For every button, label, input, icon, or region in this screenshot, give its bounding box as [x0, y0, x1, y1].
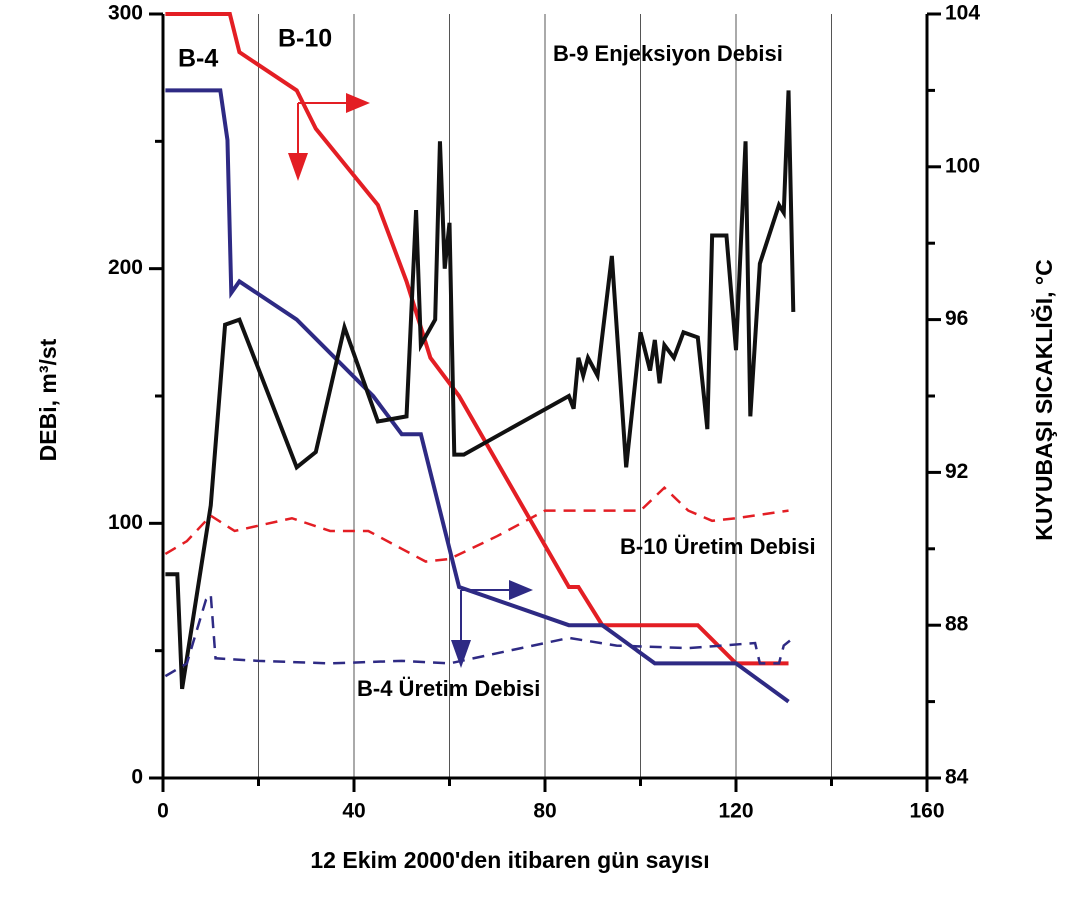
y2-tick-label: 100 — [945, 154, 980, 177]
x-tick-label: 40 — [342, 800, 365, 823]
x-tick-label: 80 — [533, 800, 556, 823]
x-tick-label: 0 — [157, 800, 169, 823]
y-tick-label: 100 — [108, 511, 143, 534]
y2-tick-label: 96 — [945, 307, 968, 330]
series-label: B-9 Enjeksiyon Debisi — [553, 41, 783, 66]
y2-tick-label: 84 — [945, 766, 969, 789]
y-tick-label: 300 — [108, 2, 143, 25]
y2-tick-label: 104 — [945, 2, 980, 25]
series-line — [164, 485, 789, 563]
y-axis-label: DEBi, m³/st — [35, 338, 61, 461]
series-label: B-10 Üretim Debisi — [620, 534, 816, 559]
arrow-head — [451, 640, 471, 668]
y-tick-label: 0 — [131, 766, 143, 789]
series-label: B-4 Üretim Debisi — [357, 676, 540, 701]
series-line — [165, 88, 790, 704]
x-tick-label: 160 — [909, 800, 944, 823]
arrow-head — [346, 93, 370, 113]
y2-axis-label: KUYUBAŞI SICAKLIĞI, °C — [1030, 259, 1057, 540]
arrow-head — [288, 153, 308, 181]
y-tick-label: 200 — [108, 256, 143, 279]
series-label: B-10 — [278, 25, 332, 53]
series-line — [164, 591, 795, 678]
x-tick-label: 120 — [718, 800, 753, 823]
arrow-head — [509, 580, 533, 600]
series-line — [165, 90, 796, 690]
x-axis-label: 12 Ekim 2000'den itibaren gün sayısı — [310, 847, 709, 873]
series-line — [165, 12, 789, 666]
series-label: B-4 — [178, 45, 218, 73]
y2-tick-label: 92 — [945, 460, 968, 483]
y2-tick-label: 88 — [945, 613, 969, 636]
